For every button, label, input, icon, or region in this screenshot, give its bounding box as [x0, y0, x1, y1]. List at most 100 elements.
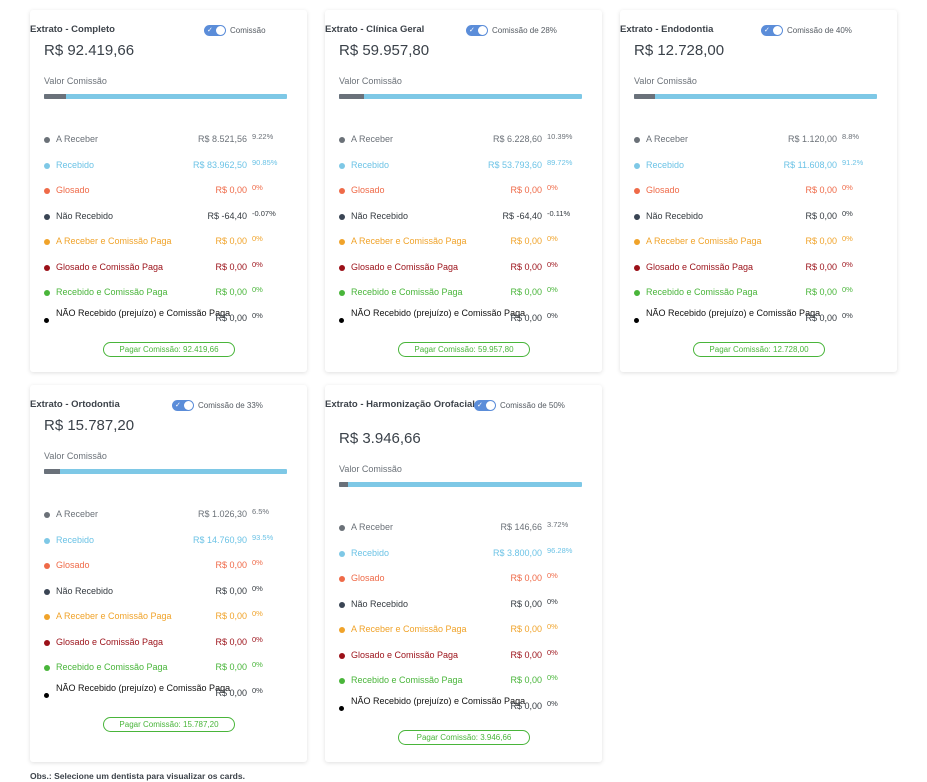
status-row-nao-recebido: Não Recebido R$ 0,00 0%: [339, 597, 588, 611]
status-dot-icon: [339, 652, 345, 659]
status-dot-icon: [44, 537, 50, 544]
status-row-nao-recebido-prejuizo-comissao-paga: NÃO Recebido (prejuízo) e Comissão Paga R…: [634, 308, 883, 325]
status-label: Glosado: [56, 560, 90, 570]
commission-toggle[interactable]: ✓ Comissão de 50%: [474, 400, 574, 411]
status-row-recebido-comissao-paga: Recebido e Comissão Paga R$ 0,00 0%: [44, 660, 293, 674]
progress-a-receber-segment: [339, 482, 349, 487]
status-percent: -0.07%: [252, 208, 276, 218]
status-label: Não Recebido: [646, 210, 704, 221]
progress-a-receber-segment: [44, 469, 60, 474]
status-row-recebido-comissao-paga: Recebido e Comissão Paga R$ 0,00 0%: [339, 285, 588, 299]
status-row-nao-recebido: Não Recebido R$ -64,40 -0.07%: [44, 209, 293, 223]
status-value: R$ 0,00: [510, 598, 542, 609]
status-percent: 0%: [842, 285, 853, 294]
status-label: Não Recebido: [56, 585, 114, 596]
status-label: Glosado e Comissão Paga: [646, 261, 754, 272]
pay-commission-button[interactable]: Pagar Comissão: 92.419,66: [103, 342, 235, 357]
status-percent: 8.8%: [842, 132, 860, 141]
status-value: R$ 6.228,60: [492, 134, 542, 144]
status-value: R$ 0,00: [510, 312, 542, 323]
status-row-recebido: Recebido R$ 53.793,60 89.72%: [339, 158, 588, 172]
status-value: R$ 0,00: [805, 210, 837, 221]
status-row-glosado: Glosado R$ 0,00 0%: [339, 571, 588, 585]
commission-toggle[interactable]: ✓ Comissão de 40%: [761, 25, 881, 36]
status-value: R$ 0,00: [215, 585, 247, 596]
pay-commission-button[interactable]: Pagar Comissão: 15.787,20: [103, 717, 235, 732]
status-dot-icon: [44, 213, 50, 220]
status-dot-icon: [339, 264, 345, 271]
status-percent: 0%: [547, 285, 558, 294]
toggle-label: Comissão de 28%: [492, 26, 557, 35]
status-dot-icon: [634, 317, 639, 323]
commission-toggle[interactable]: ✓ Comissão: [204, 25, 304, 36]
status-row-glosado: Glosado R$ 0,00 0%: [44, 558, 293, 572]
pay-commission-button[interactable]: Pagar Comissão: 3.946,66: [398, 730, 530, 745]
status-value: R$ 0,00: [510, 287, 542, 297]
status-label: Recebido e Comissão Paga: [351, 675, 463, 685]
commission-toggle[interactable]: ✓ Comissão de 28%: [466, 25, 586, 36]
status-value: R$ 0,00: [215, 687, 247, 698]
toggle-switch[interactable]: ✓: [761, 25, 783, 36]
status-dot-icon: [44, 692, 49, 698]
status-dot-icon: [44, 290, 50, 296]
status-percent: 0%: [252, 583, 263, 593]
status-label: Recebido e Comissão Paga: [56, 662, 168, 672]
status-percent: 0%: [547, 596, 558, 606]
status-value: R$ 0,00: [805, 287, 837, 297]
card-title: Extrato - Completo: [30, 24, 115, 35]
status-value: R$ 1.120,00: [787, 134, 837, 144]
status-label: A Receber: [351, 522, 394, 532]
status-dot-icon: [44, 512, 50, 518]
status-label: NÃO Recebido (prejuízo) e Comissão Paga: [351, 307, 526, 318]
status-percent: 0%: [547, 259, 558, 269]
status-percent: 0%: [547, 183, 558, 192]
commission-toggle[interactable]: ✓ Comissão de 33%: [172, 400, 292, 411]
status-label: Recebido: [351, 547, 390, 558]
status-value: R$ 11.608,00: [783, 159, 837, 170]
toggle-switch[interactable]: ✓: [466, 25, 488, 36]
status-percent: 0%: [547, 673, 558, 682]
toggle-switch[interactable]: ✓: [172, 400, 194, 411]
toggle-knob: [184, 401, 193, 410]
status-value: R$ 0,00: [215, 261, 247, 272]
pay-commission-button[interactable]: Pagar Comissão: 12.728,00: [693, 342, 825, 357]
status-label: Glosado e Comissão Paga: [351, 261, 459, 272]
toggle-knob: [216, 26, 225, 35]
toggle-knob: [773, 26, 782, 35]
status-dot-icon: [339, 162, 345, 169]
pay-commission-button[interactable]: Pagar Comissão: 59.957,80: [398, 342, 530, 357]
status-percent: 0%: [842, 208, 853, 218]
status-percent: 6.5%: [252, 507, 270, 516]
status-percent: 0%: [842, 259, 853, 269]
status-value: R$ 0,00: [215, 287, 247, 297]
status-value: R$ 0,00: [215, 560, 247, 570]
status-label: Recebido: [56, 534, 95, 545]
status-percent: 0%: [252, 685, 263, 695]
status-label: Recebido: [351, 159, 390, 170]
status-percent: 91.2%: [842, 157, 864, 167]
status-value: R$ 53.793,60: [487, 159, 542, 170]
status-value: R$ 0,00: [215, 312, 247, 323]
toggle-knob: [478, 26, 487, 35]
status-percent: 0%: [842, 310, 853, 320]
toggle-label: Comissão de 33%: [198, 401, 263, 410]
status-dot-icon: [339, 137, 345, 143]
status-dot-icon: [634, 137, 640, 143]
statement-card: Extrato - Clínica Geral ✓ Comissão de 28% R…: [325, 10, 602, 372]
progress-a-receber-segment: [339, 94, 365, 99]
status-percent: 0%: [842, 183, 853, 192]
status-value: R$ 1.026,30: [197, 509, 247, 519]
status-value: R$ 0,00: [805, 261, 837, 272]
status-percent: 0%: [252, 285, 263, 294]
status-row-nao-recebido-prejuizo-comissao-paga: NÃO Recebido (prejuízo) e Comissão Paga R…: [44, 308, 293, 325]
toggle-switch[interactable]: ✓: [204, 25, 226, 36]
status-label: Recebido e Comissão Paga: [56, 287, 168, 297]
status-value: R$ 0,00: [215, 636, 247, 647]
check-icon: ✓: [207, 27, 213, 34]
status-label: Glosado e Comissão Paga: [56, 636, 164, 647]
status-percent: 10.39%: [547, 132, 573, 141]
status-dot-icon: [339, 705, 344, 711]
toggle-switch[interactable]: ✓: [474, 400, 496, 411]
status-percent: 0%: [252, 634, 263, 644]
status-label: A Receber e Comissão Paga: [56, 611, 172, 621]
